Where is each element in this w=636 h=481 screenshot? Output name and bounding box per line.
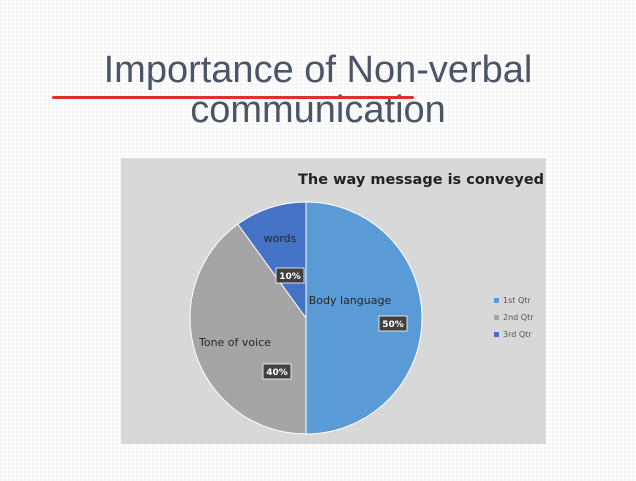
legend-swatch	[494, 315, 499, 320]
legend-swatch	[494, 332, 499, 337]
slice-label: Tone of voice	[198, 336, 271, 349]
data-label-box	[378, 315, 408, 332]
data-label-text: 40%	[266, 368, 288, 378]
chart-title: The way message is conveyed	[298, 172, 545, 188]
pie-slice	[305, 201, 423, 435]
data-label-text: 50%	[382, 320, 404, 330]
legend-swatch	[494, 298, 499, 303]
slice-label: Body language	[309, 294, 392, 307]
slice-label: words	[264, 232, 297, 245]
red-underline	[52, 96, 414, 99]
pie-slice	[189, 223, 307, 435]
slide-title-line-1: Importance of Non-verbal	[103, 49, 533, 91]
data-label: 50%	[378, 315, 408, 332]
legend-item: 1st Qtr	[494, 292, 534, 309]
pie-slice	[237, 201, 307, 320]
legend-label: 1st Qtr	[503, 296, 531, 305]
data-label-text: 10%	[279, 272, 301, 282]
data-label: 10%	[275, 267, 305, 284]
data-label: 40%	[262, 363, 292, 380]
legend-label: 3rd Qtr	[503, 330, 532, 339]
data-label-box	[262, 363, 292, 380]
legend: 1st Qtr 2nd Qtr 3rd Qtr	[494, 292, 534, 343]
legend-item: 3rd Qtr	[494, 326, 534, 343]
legend-label: 2nd Qtr	[503, 313, 534, 322]
legend-item: 2nd Qtr	[494, 309, 534, 326]
data-label-box	[275, 267, 305, 284]
